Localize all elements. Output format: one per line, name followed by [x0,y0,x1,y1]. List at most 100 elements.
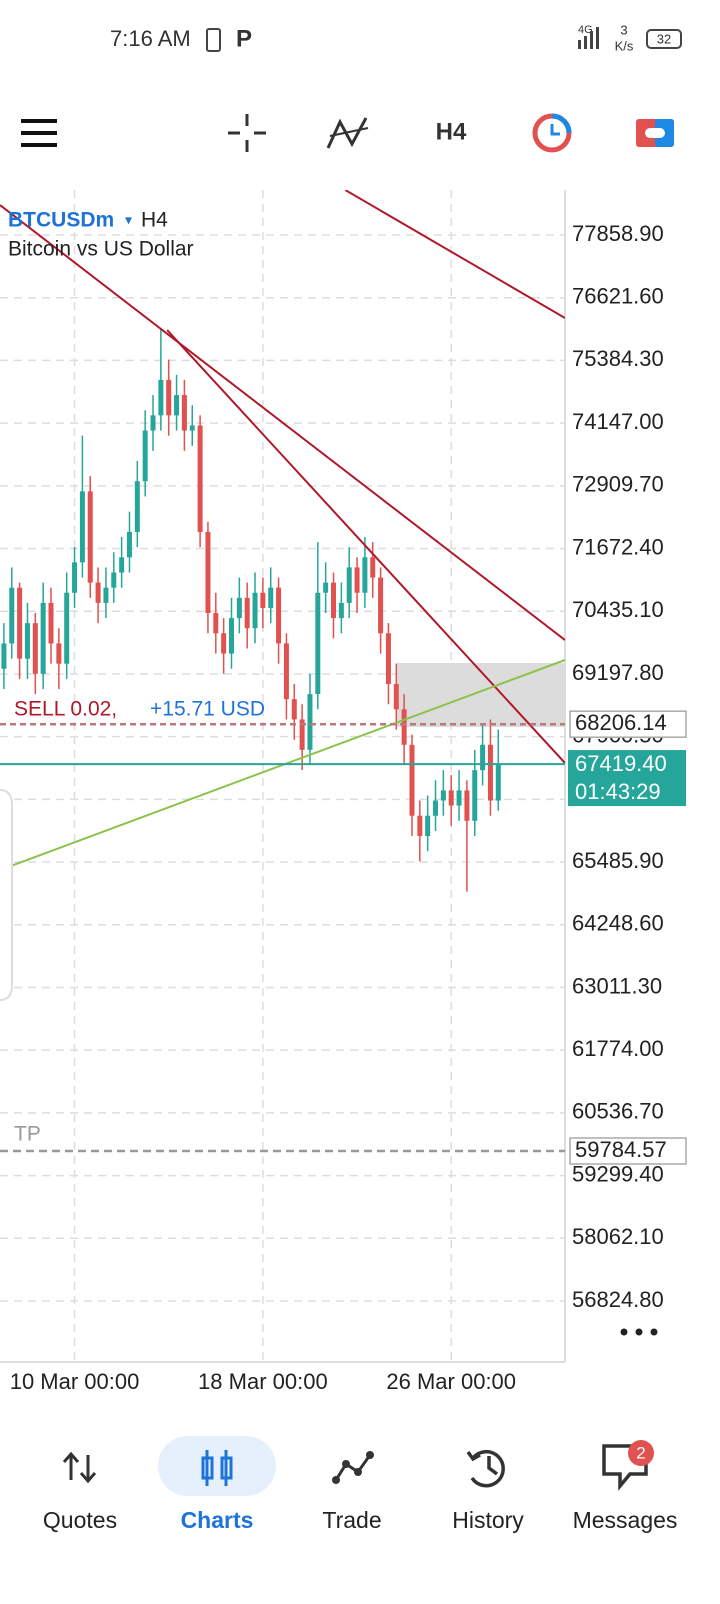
badge-count: 2 [636,1443,645,1462]
nav-label[interactable]: Quotes [43,1507,117,1533]
candle-body [24,623,30,659]
menu-button[interactable] [21,119,57,147]
y-tick-label: 72909.70 [572,472,664,497]
x-tick-label: 18 Mar 00:00 [198,1369,328,1394]
clock-arc [551,113,572,134]
battery-level: 32 [657,31,671,46]
candle-body [236,597,242,619]
timeframe-button[interactable]: H4 [436,118,467,145]
candle-body [393,683,399,710]
candle-body [142,430,148,482]
more-button[interactable] [620,1328,658,1336]
trend-line [0,204,565,641]
quotes-icon[interactable] [62,1451,97,1484]
y-tick-label: 76621.60 [572,284,664,309]
candle-body [213,613,219,634]
candle-body [9,587,15,644]
candle-body [1,643,7,669]
symbol-dropdown[interactable]: ▾ [125,212,132,228]
network: 4G [578,24,593,36]
candle-body [338,602,344,619]
candle-body [448,790,454,806]
candle-body [378,577,384,634]
candle-body [95,582,101,603]
order-price-box [569,710,687,738]
candle-body [64,592,70,664]
candle-body [315,592,321,695]
candle-body [268,587,274,608]
candle-body [134,481,140,532]
candle-body [425,815,431,837]
candle-body [189,425,195,431]
candle-body [221,633,227,654]
candle-body [346,567,352,603]
candle-body [87,491,93,583]
y-tick-label: 63011.30 [572,973,662,998]
clock: 7:16 AM [110,26,191,51]
history-icon[interactable] [466,1450,505,1488]
trade-icon[interactable] [332,1451,374,1484]
crosshair-button[interactable] [228,114,266,152]
candle-body [32,623,38,674]
candle-body [480,744,486,771]
candle-body [472,770,478,821]
candle-body [72,562,78,593]
x-tick-label: 26 Mar 00:00 [386,1369,516,1394]
order-label[interactable]: SELL 0.02, [14,698,117,721]
candle-body [205,531,211,614]
order-price: 68206.14 [575,710,667,735]
candle-body [362,557,368,593]
badge [628,1440,654,1466]
trend-line [344,190,565,319]
nav-label[interactable]: Messages [573,1507,678,1533]
candle-body [40,602,46,674]
signal-icon [578,27,599,49]
p-icon: P [236,25,252,52]
nav-label[interactable]: Charts [181,1507,254,1533]
candle-body [111,572,117,588]
order-profit: +15.71 USD [150,698,265,721]
bid-timer: 01:43:29 [575,779,661,804]
timeframe: H4 [141,209,168,232]
candle-body [307,694,313,750]
candle-body [401,709,407,745]
candle-body [385,633,391,684]
bid-price: 67419.40 [575,751,667,776]
candle-body [174,395,180,416]
y-tick-label: 56824.80 [572,1287,664,1312]
candle-body [417,815,423,837]
y-tick-label: 60536.70 [572,1099,664,1124]
charts-icon[interactable] [201,1450,233,1486]
trade-button-knob [645,128,665,138]
y-tick-label: 64248.60 [572,911,664,936]
candle-body [228,618,234,654]
subtitle: Bitcoin vs US Dollar [8,238,194,261]
candle-body [495,764,501,801]
clock-hands [550,124,560,136]
candle-body [331,582,337,619]
candle-body [150,415,156,431]
candle-body [103,587,109,603]
y-tick-label: 77858.90 [572,221,664,246]
candle-body [456,790,462,806]
candle-body [464,790,470,821]
tp-price: 59784.57 [575,1137,667,1162]
y-tick-label: 69197.80 [572,660,664,685]
candle-body [181,395,187,431]
candle-body [291,699,297,720]
side-drawer-handle[interactable] [0,789,13,1001]
y-tick-label: 58062.10 [572,1224,664,1249]
nav-label[interactable]: History [452,1507,524,1533]
candle-body [283,643,289,700]
candle-body [48,602,54,644]
symbol[interactable]: BTCUSDm [8,209,114,232]
candle-body [276,587,282,644]
candle-body [119,557,125,573]
nav-label[interactable]: Trade [322,1507,381,1533]
candle-body [244,597,250,629]
candle-body [126,531,132,558]
tp-label: TP [14,1123,41,1146]
candle-body [323,582,329,593]
